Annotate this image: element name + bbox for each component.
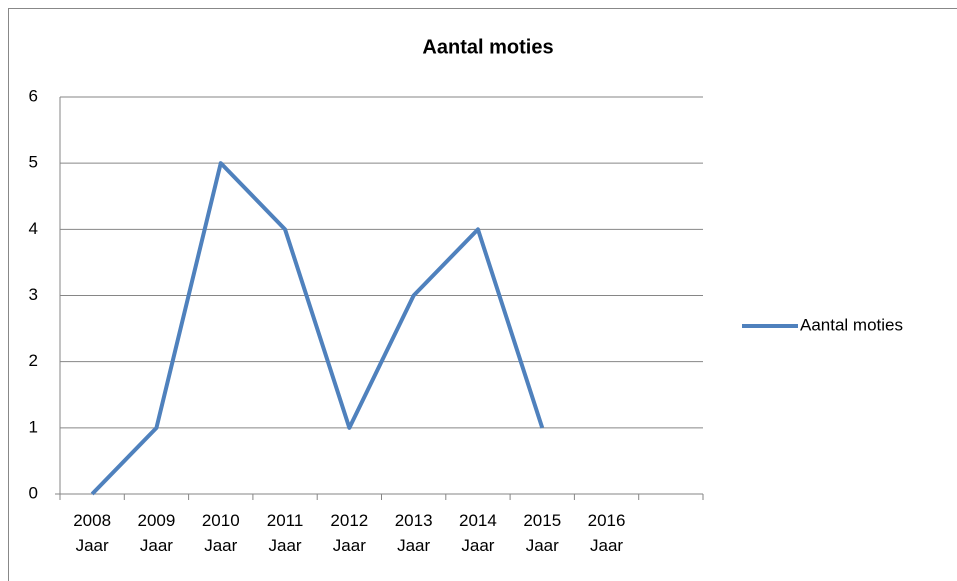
y-tick-label: 2 [29, 351, 38, 370]
legend-label: Aantal moties [800, 315, 903, 334]
y-tick-label: 6 [29, 86, 38, 105]
data-line [90, 161, 545, 496]
x-tick-label: 2012 Jaar [330, 511, 369, 555]
y-tick-label: 0 [29, 483, 38, 502]
x-tick-label: 2016 Jaar [587, 511, 626, 555]
y-tick-label: 3 [29, 285, 38, 304]
chart-border [8, 8, 957, 581]
x-tick-label: 2013 Jaar [394, 511, 433, 555]
x-tick-label: 2010 Jaar [201, 511, 240, 555]
x-tick-label: 2014 Jaar [459, 511, 497, 555]
x-tick-label: 2008 Jaar [73, 511, 112, 555]
y-tick-label: 5 [29, 153, 38, 172]
x-tick-label: 2011 Jaar [266, 511, 304, 555]
x-tick-label: 2015 Jaar [523, 511, 562, 555]
y-tick-label: 1 [29, 417, 38, 436]
y-tick-label: 4 [29, 219, 38, 238]
chart-title: Aantal moties [422, 36, 553, 58]
x-tick-label: 2009 Jaar [137, 511, 176, 555]
